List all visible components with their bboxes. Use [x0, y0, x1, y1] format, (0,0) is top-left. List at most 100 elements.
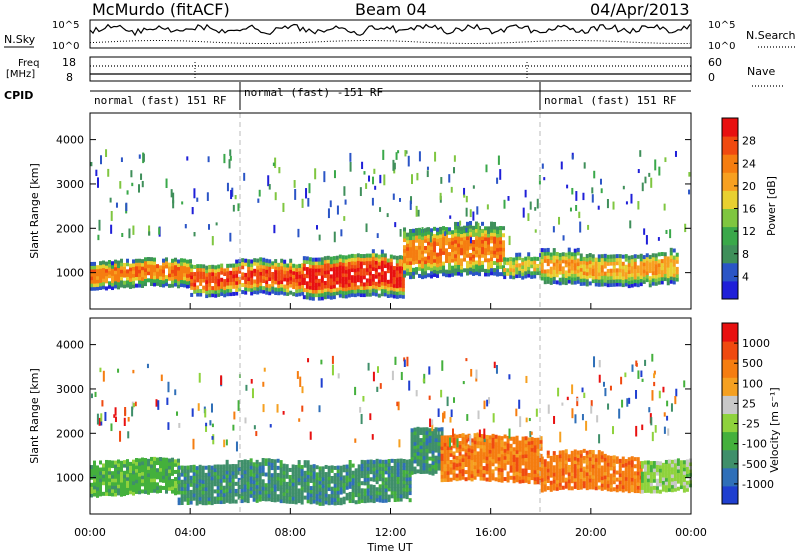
velocity-cell	[345, 468, 349, 473]
power-cell	[186, 284, 189, 289]
velocity-cell	[312, 474, 316, 479]
power-cell	[573, 248, 577, 253]
velocity-cell	[667, 466, 671, 471]
velocity-cell	[555, 479, 559, 484]
velocity-cell	[564, 463, 568, 468]
power-scatter-cell	[688, 172, 691, 177]
velocity-cell	[204, 490, 208, 495]
velocity-cell	[594, 464, 598, 469]
power-cell	[506, 257, 510, 262]
velocity-cell	[393, 462, 397, 467]
velocity-cell	[612, 476, 616, 481]
power-cell	[454, 232, 458, 237]
velocity-cell	[225, 470, 229, 475]
velocity-cell	[363, 499, 367, 504]
power-cell	[208, 268, 212, 273]
velocity-scatter-cell	[618, 408, 621, 419]
velocity-cell	[381, 491, 385, 496]
velocity-scatter-cell	[100, 413, 103, 422]
velocity-cell	[246, 477, 250, 482]
velocity-cell	[243, 491, 247, 496]
velocity-scatter-cell	[422, 378, 425, 383]
velocity-cell	[661, 487, 665, 492]
velocity-cell	[630, 473, 634, 478]
velocity-cell	[437, 463, 441, 468]
power-cell	[147, 271, 150, 276]
velocity-cell	[579, 460, 583, 465]
velocity-cell	[366, 491, 370, 496]
power-cell	[493, 229, 497, 234]
power-cell	[633, 271, 637, 276]
power-cell	[466, 225, 470, 230]
velocity-cell	[530, 454, 534, 459]
power-cell	[105, 272, 108, 277]
power-cell	[427, 237, 431, 242]
velocity-cell	[234, 467, 238, 472]
velocity-cell	[422, 437, 426, 442]
velocity-cell	[688, 472, 692, 477]
velocity-cell	[150, 471, 153, 476]
power-cell	[433, 272, 437, 277]
velocity-cell	[255, 477, 259, 482]
velocity-cell	[330, 497, 334, 502]
power-cell	[630, 258, 634, 263]
power-colorbar-label: Power [dB]	[765, 176, 778, 236]
power-cell	[132, 266, 135, 271]
power-cell	[126, 272, 129, 277]
power-cell	[295, 275, 299, 280]
power-scatter-cell	[100, 155, 103, 165]
power-cell	[241, 290, 245, 295]
velocity-cell	[105, 459, 108, 464]
velocity-cell	[500, 460, 504, 465]
velocity-cell	[225, 463, 229, 468]
velocity-cell	[375, 494, 379, 499]
velocity-cell	[93, 492, 96, 497]
velocity-cell	[461, 436, 465, 441]
velocity-cell	[333, 490, 337, 495]
velocity-cell	[624, 476, 628, 481]
power-scatter-cell	[282, 202, 285, 212]
velocity-scatter-cell	[431, 424, 434, 432]
power-scatter-cell	[395, 152, 398, 160]
power-cell	[335, 262, 339, 267]
velocity-scatter-cell	[596, 415, 599, 423]
velocity-cell	[543, 469, 547, 474]
velocity-cell	[416, 437, 420, 442]
power-cell	[642, 265, 646, 270]
power-cell	[421, 275, 425, 280]
power-cell	[186, 263, 189, 268]
power-cell	[126, 276, 129, 281]
velocity-cell	[546, 450, 550, 455]
power-cell	[594, 264, 598, 269]
velocity-cell	[485, 466, 489, 471]
power-cell	[380, 253, 384, 258]
power-cell	[226, 288, 230, 293]
velocity-cell	[369, 487, 373, 492]
power-cell	[398, 276, 402, 281]
power-cell	[401, 284, 405, 289]
power-cell	[377, 272, 381, 277]
velocity-cell	[378, 470, 382, 475]
power-cell	[561, 277, 565, 282]
velocity-cell	[246, 495, 250, 500]
velocity-cell	[452, 444, 456, 449]
velocity-cell	[369, 463, 373, 468]
power-cell	[153, 271, 156, 276]
velocity-cell	[252, 480, 256, 485]
velocity-cell	[594, 454, 598, 459]
velocity-cell	[506, 443, 510, 448]
power-cell	[114, 273, 117, 278]
velocity-scatter-cell	[663, 412, 666, 417]
power-cell	[344, 283, 348, 288]
velocity-cell	[258, 472, 262, 477]
power-cell	[295, 282, 299, 287]
power-cell	[475, 253, 479, 258]
power-cell	[305, 295, 309, 300]
velocity-cell	[270, 473, 274, 478]
velocity-cell	[600, 469, 604, 474]
power-cell	[165, 278, 168, 283]
velocity-cell	[512, 447, 516, 452]
velocity-cell	[425, 455, 429, 460]
power-cell	[350, 257, 354, 262]
velocity-scatter-cell	[428, 395, 431, 400]
